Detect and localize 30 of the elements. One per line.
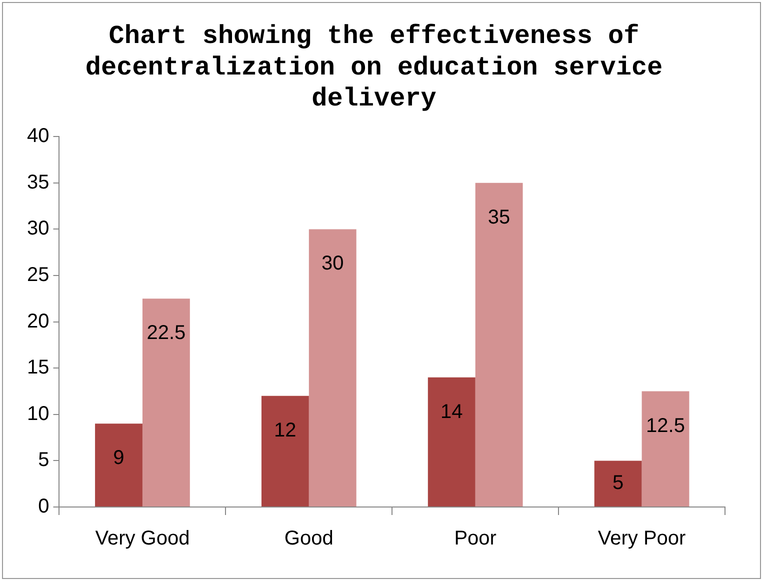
x-tick-label: Very Good bbox=[95, 528, 190, 550]
data-label: 22.5 bbox=[146, 322, 186, 344]
y-tick-label: 35 bbox=[26, 171, 50, 194]
data-label: 30 bbox=[321, 252, 344, 275]
data-label: 12 bbox=[274, 419, 296, 442]
data-label: 5 bbox=[612, 472, 624, 494]
y-tick-label: 5 bbox=[38, 449, 50, 472]
bar bbox=[594, 460, 642, 506]
bar bbox=[642, 391, 690, 506]
data-label: 14 bbox=[440, 400, 463, 423]
y-tick-label: 0 bbox=[38, 496, 50, 518]
y-tick-label: 25 bbox=[26, 264, 50, 286]
bar bbox=[308, 229, 356, 506]
x-tick-label: Very Poor bbox=[598, 528, 686, 550]
y-tick-label: 10 bbox=[26, 402, 50, 425]
data-label: 12.5 bbox=[646, 414, 685, 437]
bar bbox=[428, 377, 476, 506]
chart-title: Chart showing the effectiveness of decentralization on education service delivery bbox=[85, 21, 663, 114]
bar bbox=[142, 298, 190, 506]
bar bbox=[95, 424, 142, 506]
y-tick-label: 15 bbox=[26, 356, 50, 379]
x-tick-label: Good bbox=[284, 528, 334, 550]
y-tick-label: 20 bbox=[26, 310, 50, 332]
y-tick-label: 40 bbox=[26, 125, 50, 148]
data-label: 9 bbox=[113, 447, 124, 470]
data-label: 35 bbox=[488, 206, 510, 228]
bar bbox=[475, 182, 523, 506]
y-tick-label: 30 bbox=[26, 218, 50, 240]
bar bbox=[261, 396, 309, 506]
x-tick-label: Poor bbox=[454, 528, 497, 550]
